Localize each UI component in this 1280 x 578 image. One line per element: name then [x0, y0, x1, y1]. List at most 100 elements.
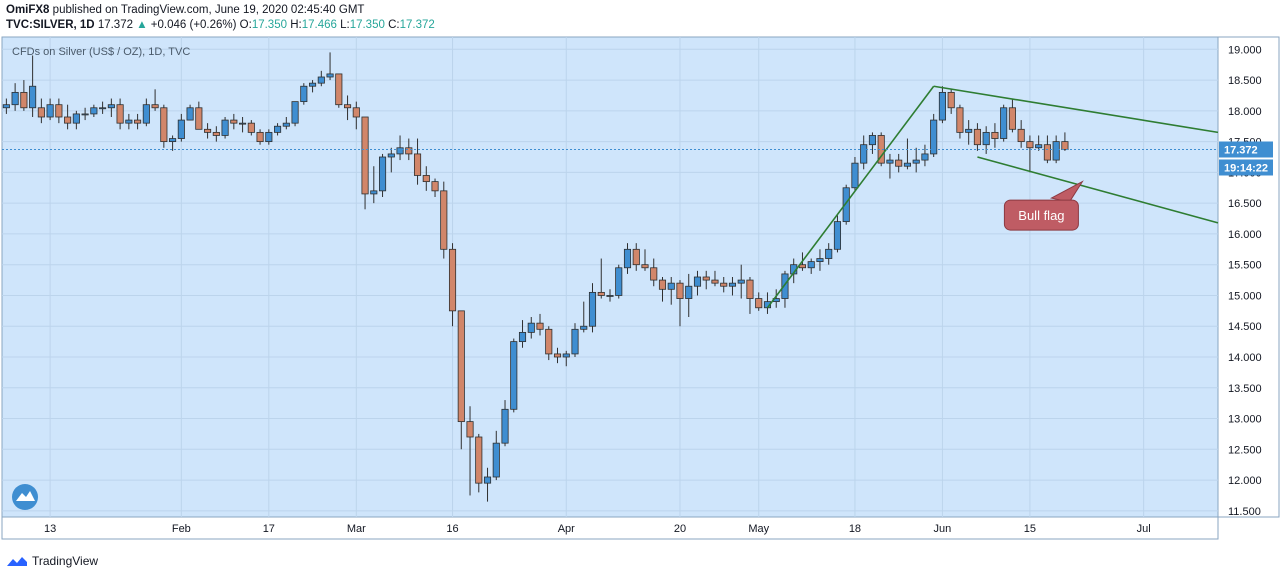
footer: TradingView [6, 554, 98, 568]
candlestick-chart[interactable]: 19.00018.50018.00017.50017.00016.50016.0… [0, 35, 1280, 550]
x-tick-label: Apr [558, 523, 575, 535]
candle-body [134, 119, 142, 124]
candle [501, 400, 509, 447]
candle [553, 347, 562, 364]
candle [868, 132, 876, 154]
candle [169, 135, 177, 151]
candle-body [886, 159, 894, 164]
candle-body [361, 116, 369, 195]
candle-body [693, 276, 702, 287]
candle-body [335, 73, 343, 106]
symbol-label[interactable]: TVC:SILVER, 1D [6, 19, 95, 31]
candle-body [239, 122, 247, 125]
candle-body [860, 144, 868, 164]
y-tick-label: 11.500 [1228, 506, 1261, 518]
candle [387, 147, 395, 173]
candle-body [55, 104, 63, 118]
candle-body [413, 153, 422, 176]
candle-body [685, 285, 693, 299]
candle [632, 243, 640, 271]
candle [693, 270, 702, 296]
tradingview-logo-icon[interactable] [6, 554, 28, 568]
candle [370, 166, 378, 204]
candle-body [536, 322, 544, 330]
candle-body [755, 298, 763, 309]
candle-body [20, 91, 28, 109]
candle-body [720, 282, 728, 287]
candle-body [1026, 141, 1034, 149]
candle [326, 52, 334, 81]
candle-body [991, 131, 999, 139]
candle [921, 144, 929, 167]
x-tick-label: 16 [446, 523, 458, 535]
open-label: O: [239, 19, 252, 31]
candle-body [142, 104, 150, 124]
candle-body [553, 353, 562, 358]
candle-body [1017, 128, 1025, 143]
open-value: 17.350 [251, 19, 287, 31]
chart-area[interactable]: 19.00018.50018.00017.50017.00016.50016.0… [0, 35, 1280, 550]
candle [737, 264, 745, 299]
candle-body [440, 190, 448, 250]
candle [396, 135, 404, 161]
candle [973, 123, 981, 151]
last-price-label: 17.372 [1224, 144, 1258, 156]
candle-body [448, 248, 457, 312]
candle-body [422, 175, 430, 183]
author-name[interactable]: OmiFX8 [6, 4, 50, 16]
candle [309, 80, 317, 93]
candle [125, 113, 133, 130]
candle [300, 83, 308, 105]
candle [475, 433, 483, 493]
candle-body [650, 267, 658, 281]
low-value: 17.350 [349, 19, 385, 31]
candle [405, 138, 413, 161]
candle-body [965, 128, 973, 133]
candle [562, 350, 570, 367]
candle [851, 157, 859, 191]
flagpole-line [766, 85, 935, 309]
candle [702, 270, 710, 290]
candle [195, 101, 203, 130]
candle-body [370, 190, 378, 195]
candle [518, 320, 527, 348]
candle-body [1043, 144, 1051, 161]
candle-body [378, 156, 387, 192]
candle-body [29, 85, 37, 109]
footer-brand[interactable]: TradingView [32, 554, 99, 568]
candle-body [291, 101, 299, 124]
candle-body [597, 291, 605, 296]
candle-body [632, 248, 640, 266]
y-tick-label: 14.000 [1228, 352, 1262, 364]
candle-body [938, 91, 946, 121]
candle [781, 270, 789, 308]
candle [860, 135, 868, 170]
candle-body [230, 119, 238, 124]
candle-body [99, 107, 107, 110]
candle [20, 80, 28, 111]
candle [641, 249, 649, 271]
candle [588, 283, 597, 333]
candle [938, 86, 946, 124]
candle-body [466, 421, 474, 438]
candle-body [658, 279, 667, 290]
time-axis [1, 516, 1219, 540]
y-tick-label: 19.000 [1228, 44, 1262, 56]
candle [895, 153, 903, 173]
candle [64, 104, 72, 130]
x-tick-label: Jun [934, 523, 952, 535]
y-tick-label: 12.000 [1228, 475, 1262, 487]
x-tick-label: Jul [1137, 523, 1151, 535]
candle [448, 243, 457, 327]
x-tick-label: 17 [263, 523, 275, 535]
candle-body [833, 221, 842, 250]
candle [833, 215, 842, 253]
change-arrow-icon: ▲ [136, 19, 148, 31]
candle-body [405, 147, 413, 155]
candle [912, 147, 920, 173]
high-label: H: [290, 19, 302, 31]
candle-body [947, 91, 955, 109]
candle [72, 110, 80, 130]
candle [720, 277, 728, 293]
candle-body [676, 282, 684, 299]
